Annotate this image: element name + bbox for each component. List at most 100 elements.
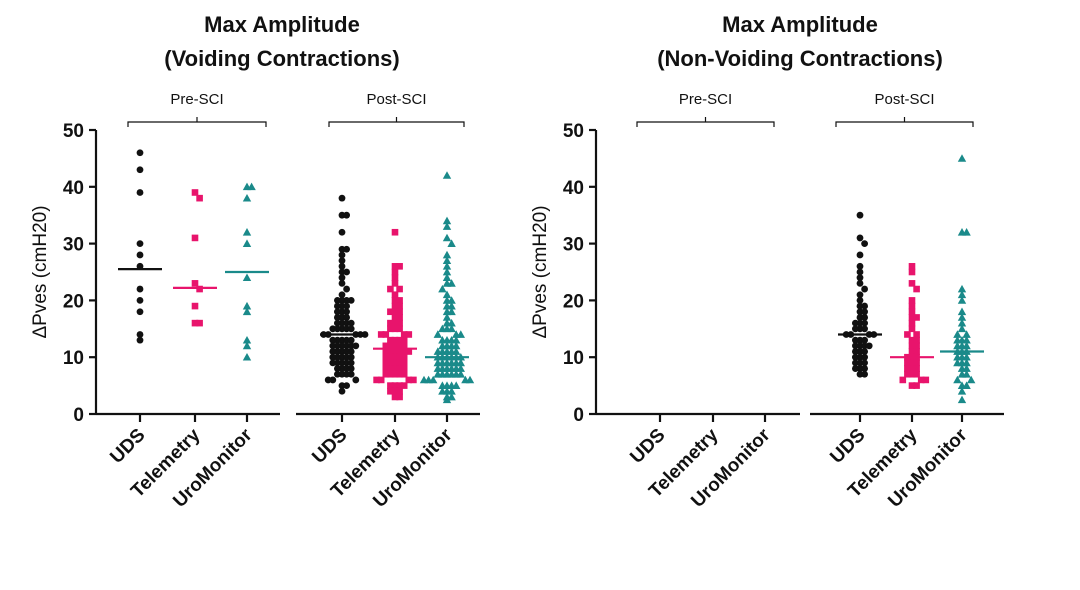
data-point [405,331,413,338]
data-point [865,342,873,350]
data-point [382,370,390,378]
data-point [962,330,971,338]
data-point [904,331,911,338]
data-point [861,314,868,321]
data-point [391,382,399,389]
data-point [856,234,864,242]
data-point [242,228,252,236]
data-point [908,348,916,355]
data-point [387,285,394,293]
data-point [957,313,967,321]
data-point [405,348,413,355]
data-point [452,335,461,344]
y-axis-label: ΔPves (cmH20) [30,205,51,338]
data-point [334,370,341,378]
data-point [242,193,252,202]
data-point [433,370,442,378]
data-point [438,341,447,350]
data-point [136,166,144,174]
data-point [391,387,399,395]
data-point [856,297,864,304]
data-point [242,353,252,361]
data-point [442,290,452,299]
data-point [136,189,144,196]
data-point [334,319,341,327]
data-point [334,365,341,372]
data-point [347,336,355,344]
data-point [396,387,403,395]
data-point [242,239,252,247]
data-point [400,331,408,338]
data-point [242,273,252,282]
data-point [442,256,452,264]
data-point [352,376,360,384]
data-point [387,336,394,344]
data-point [908,342,916,350]
data-point [396,319,403,327]
data-point [852,348,859,355]
data-point [387,342,394,350]
data-point [338,257,346,265]
data-point [908,370,916,378]
y-tick-label: 30 [563,235,584,256]
y-axis-label: ΔPves (cmH20) [530,205,551,338]
data-point [387,365,394,372]
chart-title-line: Max Amplitude [204,12,360,37]
data-point [391,393,399,401]
group-label: Pre-SCI [170,91,223,108]
data-point [387,308,394,316]
data-point [957,296,967,304]
data-point [908,268,916,276]
data-point [334,308,341,316]
data-point [387,325,394,333]
data-point [861,353,868,361]
data-point [396,308,403,316]
data-point [442,222,452,230]
data-point [347,359,355,367]
data-point [329,336,337,344]
data-point [387,319,394,327]
data-point [852,359,859,367]
y-tick-label: 40 [63,178,84,199]
group-bracket [127,117,267,127]
data-point [191,302,199,310]
data-point [861,285,868,293]
data-point [396,342,403,350]
data-point [196,319,203,327]
data-point [391,291,399,299]
data-point [343,382,350,389]
data-point [447,296,456,304]
data-point [913,342,920,350]
chart-2: Max Amplitude (Non-Voiding Contractions) Δ… [530,12,1004,512]
data-point [391,336,399,344]
data-point [861,365,868,372]
data-point [442,313,452,321]
data-point [456,370,465,378]
data-point [396,336,403,344]
data-point [347,325,355,333]
data-point [338,251,346,259]
data-point [861,325,868,333]
data-point [347,348,355,355]
x-tick-label: UDS [626,425,669,468]
group-label: Pre-SCI [679,91,732,108]
data-point [962,228,971,236]
data-point [908,280,916,287]
data-point [391,325,399,333]
data-point [343,302,350,310]
data-point [438,284,447,293]
data-point [852,336,859,344]
data-point [396,263,403,270]
data-point [447,239,456,247]
data-point [953,335,962,344]
data-point [852,325,859,333]
series-uds [118,149,162,344]
data-point [442,267,452,276]
y-tick-label: 20 [563,291,584,312]
data-point [400,382,408,389]
y-tick-label: 10 [563,348,584,369]
data-point [904,359,911,367]
data-point [191,234,199,242]
data-point [442,216,452,225]
